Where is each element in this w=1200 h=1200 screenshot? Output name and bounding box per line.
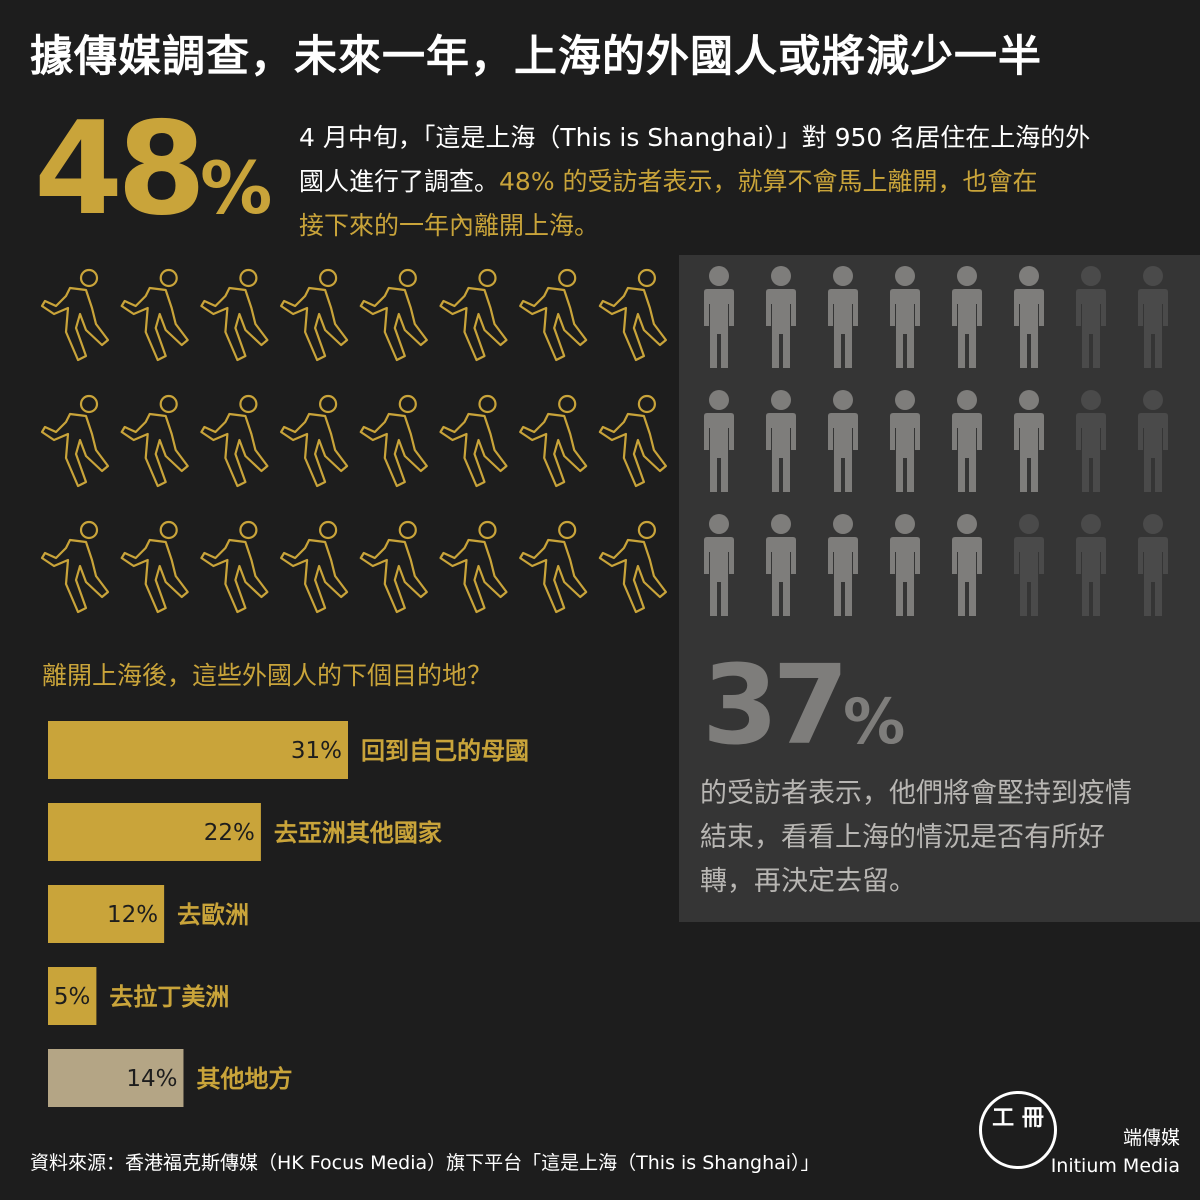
stay-panel <box>679 255 1200 922</box>
walking-person-icon <box>200 520 269 614</box>
standing-person-icon <box>952 390 982 492</box>
walking-person-icon <box>280 268 349 362</box>
walking-person-icon <box>40 394 110 488</box>
bar-4 <box>48 1049 184 1107</box>
bar-value-label: 31% <box>291 738 342 764</box>
standing-person-icon <box>704 266 734 368</box>
walking-person-icon <box>200 268 269 362</box>
walking-person-icon <box>120 268 189 362</box>
walking-person-icon <box>40 268 110 362</box>
standing-person-icon <box>1076 514 1106 616</box>
walking-person-icon <box>120 394 189 488</box>
intro-line-2-gold: 48% 的受訪者表示，就算不會馬上離開，也會在 <box>499 167 1038 196</box>
bar-category-label: 回到自己的母國 <box>361 737 529 765</box>
standing-person-icon <box>704 390 734 492</box>
walking-person-icon <box>519 268 588 362</box>
standing-person-icon <box>890 390 920 492</box>
standing-person-icon <box>828 266 858 368</box>
standing-person-icon <box>704 514 734 616</box>
standing-person-icon <box>828 514 858 616</box>
bar-1 <box>48 803 261 861</box>
standing-person-icon <box>890 266 920 368</box>
stay-desc-line-1: 的受訪者表示，他們將會堅持到疫情 <box>700 778 1132 809</box>
brand-name: 端傳媒 Initium Media <box>1040 1124 1180 1180</box>
standing-person-icon <box>1138 514 1168 616</box>
bar-2 <box>48 885 165 943</box>
walking-person-icon <box>359 268 428 362</box>
walking-person-icon <box>439 268 508 362</box>
logo-mark: 工 冊 <box>992 1106 1044 1131</box>
stat-stay-percent: 37% <box>702 650 905 760</box>
bar-category-label: 去歐洲 <box>177 901 249 929</box>
intro-line-2-white: 國人進行了調查。 <box>299 167 500 196</box>
stat-leave-percent: 48% <box>34 106 272 234</box>
walking-person-icon <box>120 520 189 614</box>
standing-person-icon <box>1014 266 1044 368</box>
walking-person-icon <box>439 394 508 488</box>
source-note: 資料來源：香港福克斯傳媒（HK Focus Media）旗下平台「這是上海（Th… <box>30 1152 820 1174</box>
walking-person-icon <box>519 520 588 614</box>
intro-line-2: 國人進行了調查。48% 的受訪者表示，就算不會馬上離開，也會在 <box>299 160 1179 204</box>
bar-category-label: 其他地方 <box>196 1065 292 1093</box>
walking-person-icon <box>280 520 349 614</box>
stat-leave-unit: % <box>200 146 273 230</box>
walking-person-icon <box>598 394 668 488</box>
standing-person-icon <box>1138 266 1168 368</box>
bar-value-label: 12% <box>107 902 158 928</box>
walking-person-icon <box>439 520 508 614</box>
standing-person-icon <box>1076 266 1106 368</box>
walking-person-icon <box>598 520 668 614</box>
destination-question: 離開上海後，這些外國人的下個目的地？ <box>42 661 493 690</box>
intro-line-1: 4 月中旬，「這是上海（This is Shanghai）」對 950 名居住在… <box>299 123 1091 152</box>
stay-desc-line-3: 轉，再決定去留。 <box>700 866 916 897</box>
intro-line-3: 接下來的一年內離開上海。 <box>299 211 600 240</box>
walking-person-icon <box>519 394 588 488</box>
initium-logo-icon: 工 冊 <box>979 1091 1057 1169</box>
page-title: 據傳媒調查，未來一年，上海的外國人或將減少一半 <box>30 32 1042 82</box>
standing-person-icon <box>952 514 982 616</box>
intro-paragraph: 4 月中旬，「這是上海（This is Shanghai）」對 950 名居住在… <box>299 116 1179 248</box>
brand-en: Initium Media <box>1050 1155 1180 1177</box>
walking-person-icon <box>280 394 349 488</box>
standing-person-icon <box>952 266 982 368</box>
bar-category-label: 去亞洲其他國家 <box>274 819 442 847</box>
stay-description: 的受訪者表示，他們將會堅持到疫情 結束，看看上海的情況是否有所好 轉，再決定去留… <box>700 772 1180 904</box>
bar-value-label: 14% <box>126 1066 177 1092</box>
stat-stay-number: 37 <box>702 641 849 769</box>
stay-desc-line-2: 結束，看看上海的情況是否有所好 <box>700 822 1105 853</box>
walking-person-icon <box>359 394 428 488</box>
stat-leave-number: 48 <box>34 95 206 244</box>
standing-person-icon <box>1076 390 1106 492</box>
standing-person-icon <box>828 390 858 492</box>
walking-person-icon <box>40 520 110 614</box>
bar-category-label: 去拉丁美洲 <box>109 983 229 1011</box>
standing-person-icon <box>766 514 796 616</box>
bar-value-label: 5% <box>54 984 91 1010</box>
standing-person-icon <box>1014 390 1044 492</box>
walking-person-icon <box>359 520 428 614</box>
standing-person-icon <box>1014 514 1044 616</box>
walking-person-icon <box>200 394 269 488</box>
walking-person-icon <box>598 268 668 362</box>
standing-person-icon <box>766 266 796 368</box>
standing-person-icon <box>766 390 796 492</box>
bar-0 <box>48 721 348 779</box>
standing-person-icon <box>890 514 920 616</box>
brand-zh: 端傳媒 <box>1122 1127 1180 1149</box>
bar-3 <box>48 967 97 1025</box>
stat-stay-unit: % <box>843 685 906 758</box>
bar-value-label: 22% <box>204 820 255 846</box>
standing-person-icon <box>1138 390 1168 492</box>
